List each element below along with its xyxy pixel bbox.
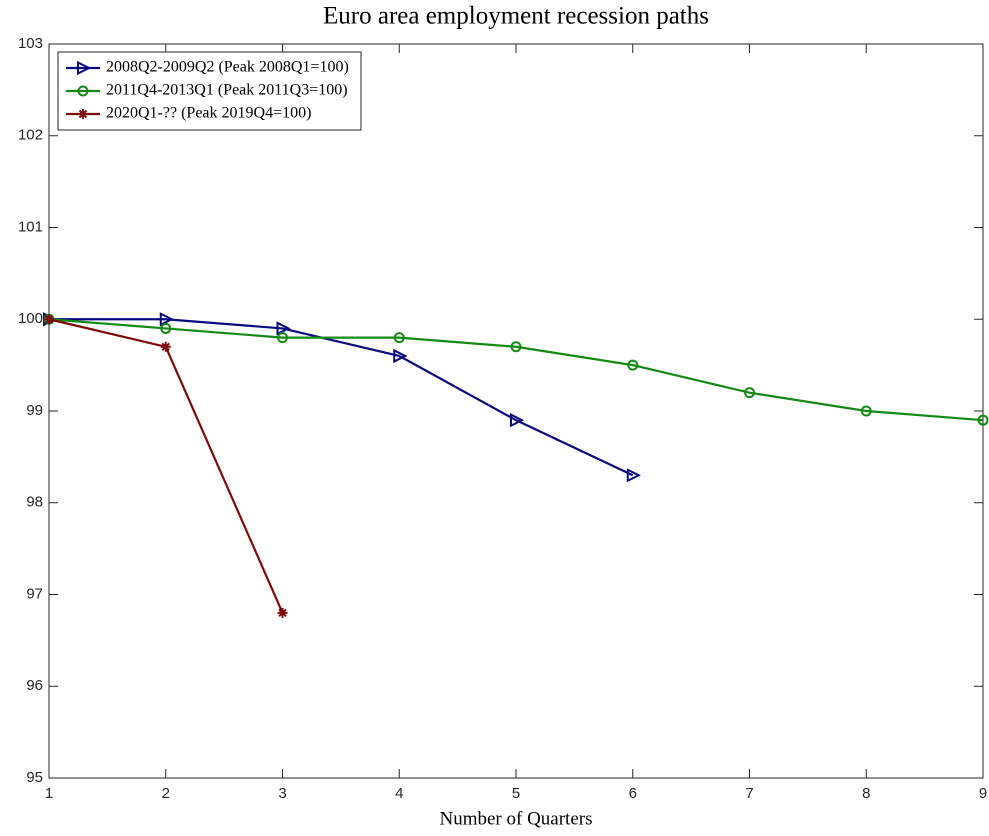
marker xyxy=(744,387,755,399)
x-tick-label: 9 xyxy=(979,785,987,802)
legend-marker xyxy=(77,85,89,97)
marker xyxy=(44,314,54,325)
x-axis-label: Number of Quarters xyxy=(439,808,592,829)
legend-label: 2011Q4-2013Q1 (Peak 2011Q3=100) xyxy=(106,82,348,99)
x-tick-label: 5 xyxy=(512,785,520,802)
series-line xyxy=(48,318,984,422)
marker xyxy=(626,468,641,483)
series-line xyxy=(49,318,634,477)
y-tick-label: 102 xyxy=(18,127,43,144)
marker xyxy=(276,321,291,336)
y-tick-label: 100 xyxy=(18,310,43,327)
x-tick-label: 8 xyxy=(862,785,870,802)
marker xyxy=(159,312,174,327)
y-tick-label: 97 xyxy=(26,585,43,602)
x-tick-label: 1 xyxy=(45,785,53,802)
marker xyxy=(860,405,872,417)
marker xyxy=(160,341,171,352)
y-tick-label: 98 xyxy=(26,494,43,511)
y-tick-label: 99 xyxy=(26,402,43,419)
marker xyxy=(510,413,525,428)
y-tick-label: 96 xyxy=(26,677,43,694)
marker xyxy=(393,348,408,364)
marker xyxy=(977,414,989,426)
x-tick-label: 6 xyxy=(629,785,637,802)
x-tick-label: 2 xyxy=(162,785,170,802)
x-tick-label: 7 xyxy=(745,785,753,802)
marker xyxy=(393,332,405,344)
marker xyxy=(277,332,288,344)
legend-marker xyxy=(77,60,92,76)
x-tick-label: 3 xyxy=(278,785,286,802)
x-tick-label: 4 xyxy=(395,785,403,802)
marker xyxy=(160,322,172,334)
chart-title: Euro area employment recession paths xyxy=(323,3,709,30)
marker xyxy=(277,607,288,618)
legend-box xyxy=(57,51,362,131)
marker xyxy=(627,359,639,371)
y-tick-label: 103 xyxy=(18,35,43,52)
legend-marker xyxy=(78,109,88,119)
y-tick-label: 95 xyxy=(26,769,43,786)
legend-label: 2020Q1-?? (Peak 2019Q4=100) xyxy=(106,105,311,122)
legend-label: 2008Q2-2009Q2 (Peak 2008Q1=100) xyxy=(106,59,349,76)
legend: 2008Q2-2009Q2 (Peak 2008Q1=100) 2011Q4-20… xyxy=(57,51,362,131)
y-tick-label: 101 xyxy=(18,218,43,235)
marker xyxy=(510,341,522,353)
